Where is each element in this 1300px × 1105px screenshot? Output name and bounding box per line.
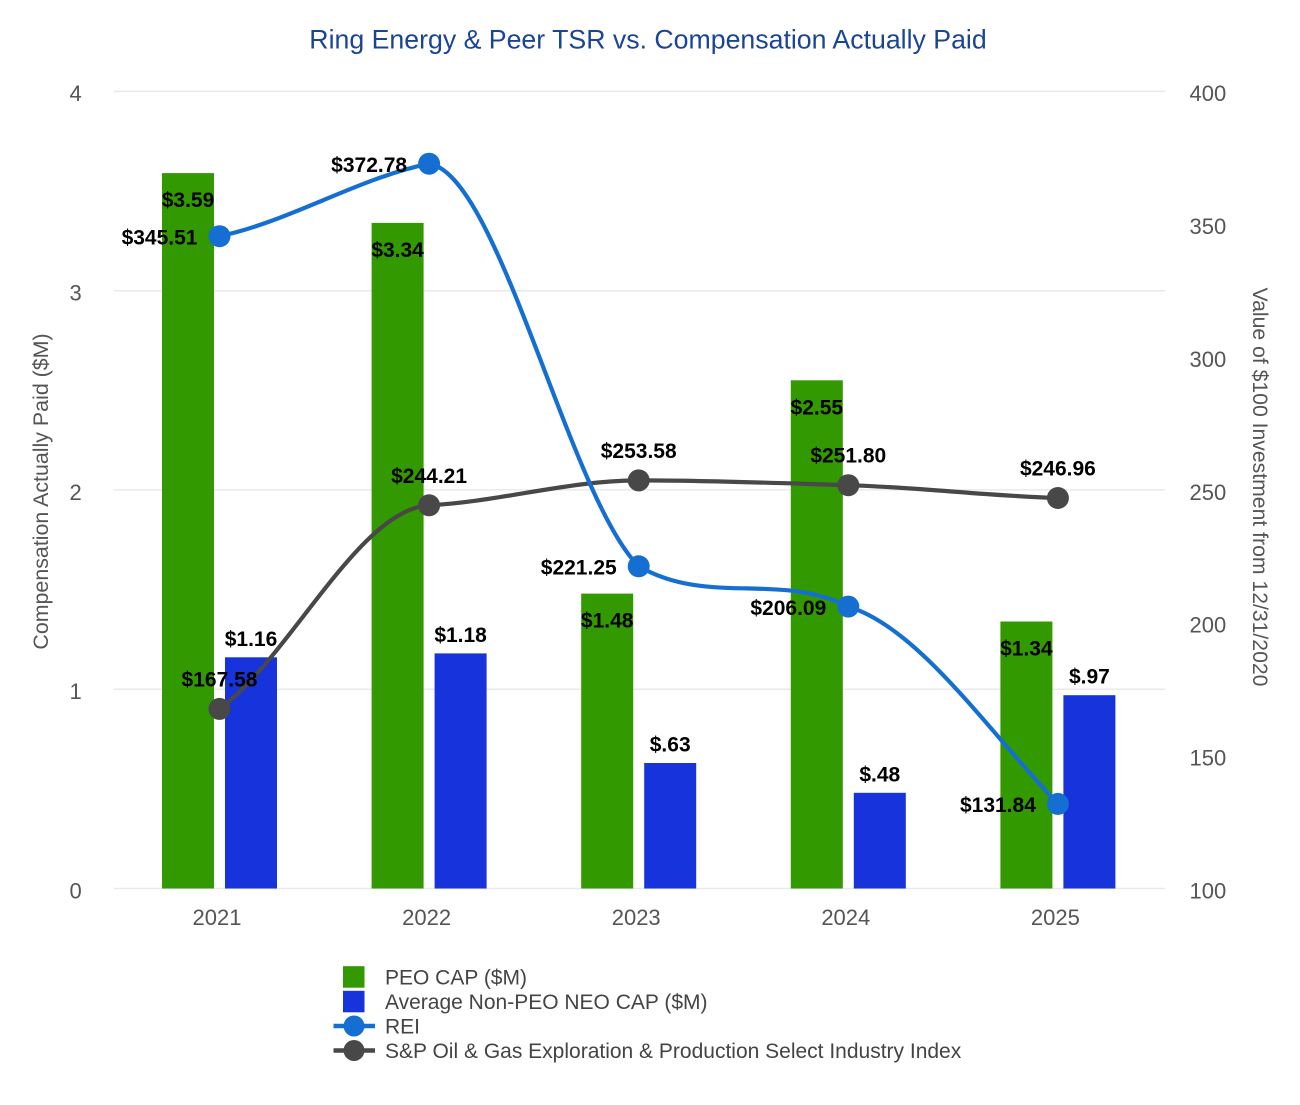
- svg-text:2: 2: [69, 480, 81, 505]
- svg-text:$3.59: $3.59: [162, 189, 215, 212]
- svg-text:250: 250: [1190, 480, 1227, 505]
- svg-text:$131.84: $131.84: [960, 794, 1036, 817]
- svg-text:1: 1: [69, 679, 81, 704]
- svg-text:$246.96: $246.96: [1020, 458, 1096, 481]
- svg-text:$251.80: $251.80: [810, 445, 886, 468]
- svg-text:$206.09: $206.09: [750, 597, 826, 620]
- svg-text:$.48: $.48: [859, 763, 900, 786]
- svg-text:$244.21: $244.21: [391, 465, 467, 488]
- svg-text:PEO CAP ($M): PEO CAP ($M): [385, 966, 527, 989]
- svg-text:$167.58: $167.58: [182, 668, 258, 691]
- svg-text:2021: 2021: [193, 905, 242, 930]
- svg-text:Value of $100 Investment from: Value of $100 Investment from 12/31/2020: [1248, 288, 1271, 687]
- svg-text:100: 100: [1190, 878, 1227, 903]
- svg-text:2024: 2024: [821, 905, 870, 930]
- svg-text:$345.51: $345.51: [122, 227, 198, 250]
- svg-text:$372.78: $372.78: [331, 154, 407, 177]
- svg-text:$1.16: $1.16: [225, 628, 278, 651]
- svg-text:400: 400: [1190, 81, 1227, 106]
- svg-text:$3.34: $3.34: [371, 239, 424, 262]
- svg-text:0: 0: [69, 878, 81, 903]
- svg-text:2025: 2025: [1031, 905, 1080, 930]
- svg-text:Average Non-PEO NEO CAP ($M): Average Non-PEO NEO CAP ($M): [385, 991, 708, 1014]
- svg-text:$.97: $.97: [1069, 666, 1110, 689]
- svg-text:2023: 2023: [612, 905, 661, 930]
- svg-text:$2.55: $2.55: [791, 396, 844, 419]
- svg-text:$1.18: $1.18: [434, 624, 487, 647]
- svg-text:300: 300: [1190, 347, 1227, 372]
- svg-text:$253.58: $253.58: [601, 440, 677, 463]
- svg-text:$.63: $.63: [650, 734, 691, 757]
- svg-text:3: 3: [69, 281, 81, 306]
- svg-text:$1.48: $1.48: [581, 610, 634, 633]
- svg-text:Compensation Actually Paid ($M: Compensation Actually Paid ($M): [29, 333, 53, 649]
- svg-text:$1.34: $1.34: [1000, 638, 1053, 661]
- svg-text:4: 4: [69, 81, 81, 106]
- svg-text:2022: 2022: [402, 905, 451, 930]
- svg-text:S&P Oil & Gas Exploration & Pr: S&P Oil & Gas Exploration & Production S…: [385, 1040, 962, 1063]
- svg-text:REI: REI: [385, 1015, 420, 1038]
- svg-text:Ring Energy & Peer TSR vs. Com: Ring Energy & Peer TSR vs. Compensation …: [309, 24, 986, 54]
- svg-text:350: 350: [1190, 214, 1227, 239]
- svg-text:$221.25: $221.25: [541, 557, 617, 580]
- svg-text:150: 150: [1190, 745, 1227, 770]
- svg-text:200: 200: [1190, 613, 1227, 638]
